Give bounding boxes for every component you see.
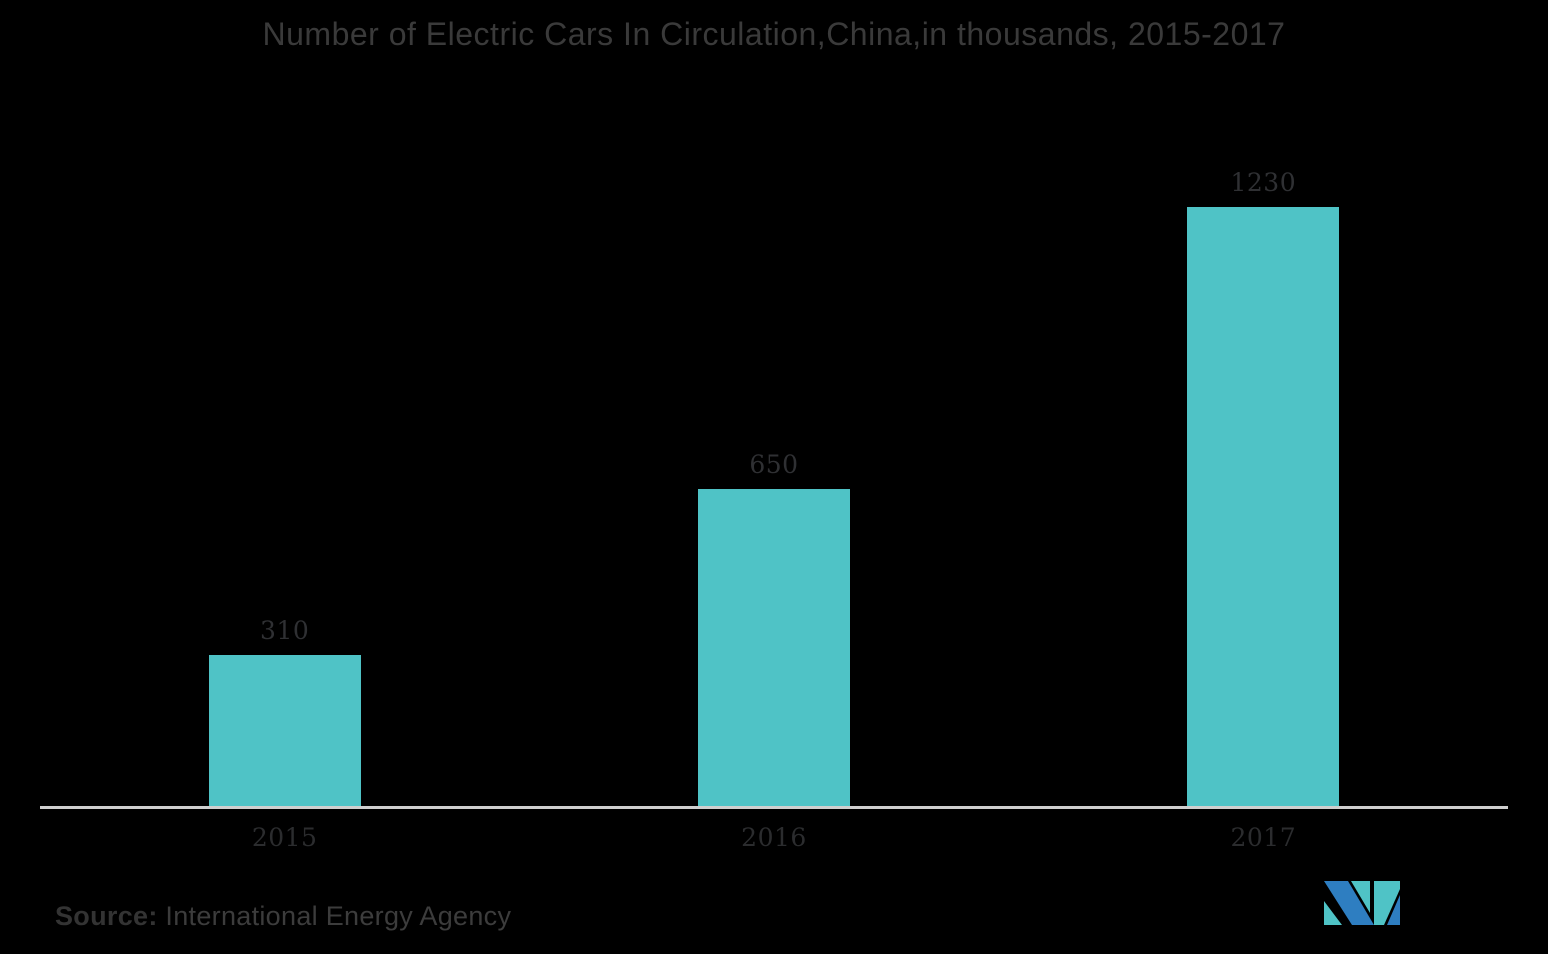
bar-2017 bbox=[1187, 207, 1340, 806]
x-axis-ticks: 2015 2016 2017 bbox=[40, 809, 1508, 852]
source-label: Source: bbox=[55, 901, 158, 931]
tick-label-2016: 2016 bbox=[741, 823, 807, 852]
logo-shape-blue-diagonal bbox=[1324, 881, 1374, 925]
tick-label-2015: 2015 bbox=[251, 823, 318, 852]
bar-group-2015: 310 bbox=[40, 140, 529, 806]
source-line: Source: International Energy Agency bbox=[55, 901, 511, 932]
x-axis-line bbox=[40, 806, 1508, 809]
plot-area: 310 650 1230 2015 2016 2017 bbox=[40, 140, 1508, 852]
bar-group-2016: 650 bbox=[529, 140, 1018, 806]
bar-2016 bbox=[697, 489, 850, 806]
tick-label-2017: 2017 bbox=[1230, 823, 1297, 852]
logo-shape-teal-right bbox=[1374, 881, 1400, 925]
bar-value-label: 1230 bbox=[1230, 168, 1297, 197]
bar-value-label: 310 bbox=[260, 616, 310, 645]
bar-group-2017: 1230 bbox=[1019, 140, 1508, 806]
source-text: International Energy Agency bbox=[157, 901, 512, 931]
mordor-intelligence-logo bbox=[1324, 879, 1400, 925]
chart-title: Number of Electric Cars In Circulation,C… bbox=[262, 16, 1286, 52]
logo-shape-teal-middle bbox=[1351, 881, 1370, 913]
logo-shape-blue-right bbox=[1387, 895, 1400, 925]
bars-row: 310 650 1230 bbox=[40, 140, 1508, 806]
bar-value-label: 650 bbox=[749, 450, 799, 479]
bar-2015 bbox=[208, 655, 361, 806]
logo-shape-teal-left bbox=[1324, 901, 1342, 925]
